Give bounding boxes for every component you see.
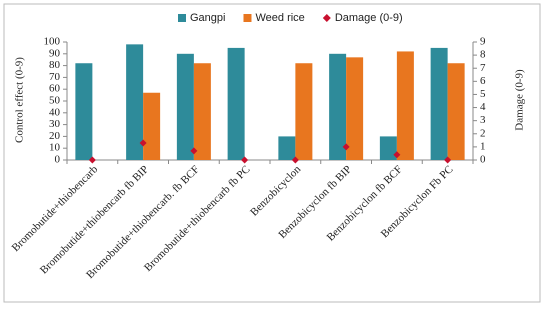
bar — [278, 136, 296, 160]
legend-swatch — [243, 14, 252, 22]
damage-marker — [393, 151, 401, 159]
y2-tick-label: 0 — [480, 154, 486, 166]
y-tick-label: 70 — [49, 71, 61, 83]
legend-swatch — [322, 14, 331, 22]
y-tick-label: 10 — [49, 142, 61, 154]
bar — [329, 53, 347, 160]
bar — [126, 44, 144, 160]
y2-tick-label: 3 — [480, 114, 486, 126]
damage-marker — [444, 156, 452, 164]
bar — [396, 51, 414, 160]
legend: Gangpi Weed rice Damage (0-9) — [178, 12, 403, 24]
y-tick-label: 50 — [49, 95, 61, 107]
y2-tick-label: 9 — [480, 36, 486, 48]
bar — [295, 63, 313, 160]
damage-marker — [139, 139, 147, 147]
legend-swatch — [178, 14, 186, 22]
damage-marker — [88, 156, 96, 164]
y2-tick-label: 6 — [480, 75, 486, 87]
y2-tick-label: 2 — [480, 127, 486, 139]
y-tick-label: 0 — [55, 154, 61, 166]
y2-tick-label: 5 — [480, 88, 486, 100]
damage-marker — [291, 156, 299, 164]
damage-marker — [241, 156, 249, 164]
y2-tick-label: 1 — [480, 140, 486, 152]
bar — [193, 63, 211, 160]
y-tick-label: 60 — [49, 83, 61, 95]
y-tick-label: 40 — [49, 106, 61, 118]
y-tick-label: 90 — [49, 47, 61, 59]
y2-tick-label: 7 — [480, 62, 486, 74]
bar — [447, 63, 465, 160]
bar — [227, 47, 245, 160]
legend-label: Weed rice — [255, 12, 304, 24]
y-tick-label: 30 — [49, 118, 61, 130]
y-tick-label: 100 — [44, 36, 61, 48]
y-tick-label: 20 — [49, 130, 61, 142]
y2-tick-label: 8 — [480, 49, 486, 61]
legend-label: Gangpi — [190, 12, 225, 24]
damage-marker — [190, 147, 198, 155]
damage-marker — [342, 143, 350, 151]
bar — [346, 57, 364, 161]
y2-tick-label: 4 — [480, 101, 486, 113]
bar — [176, 53, 194, 160]
bar — [143, 92, 161, 160]
y2-axis-label: Damage (0-9) — [514, 69, 526, 131]
bar — [379, 136, 397, 160]
legend-label: Damage (0-9) — [335, 12, 403, 24]
y-tick-label: 80 — [49, 59, 61, 71]
y-axis-label: Control effect (0-9) — [14, 57, 26, 143]
bar — [430, 47, 448, 160]
bar — [75, 63, 93, 160]
